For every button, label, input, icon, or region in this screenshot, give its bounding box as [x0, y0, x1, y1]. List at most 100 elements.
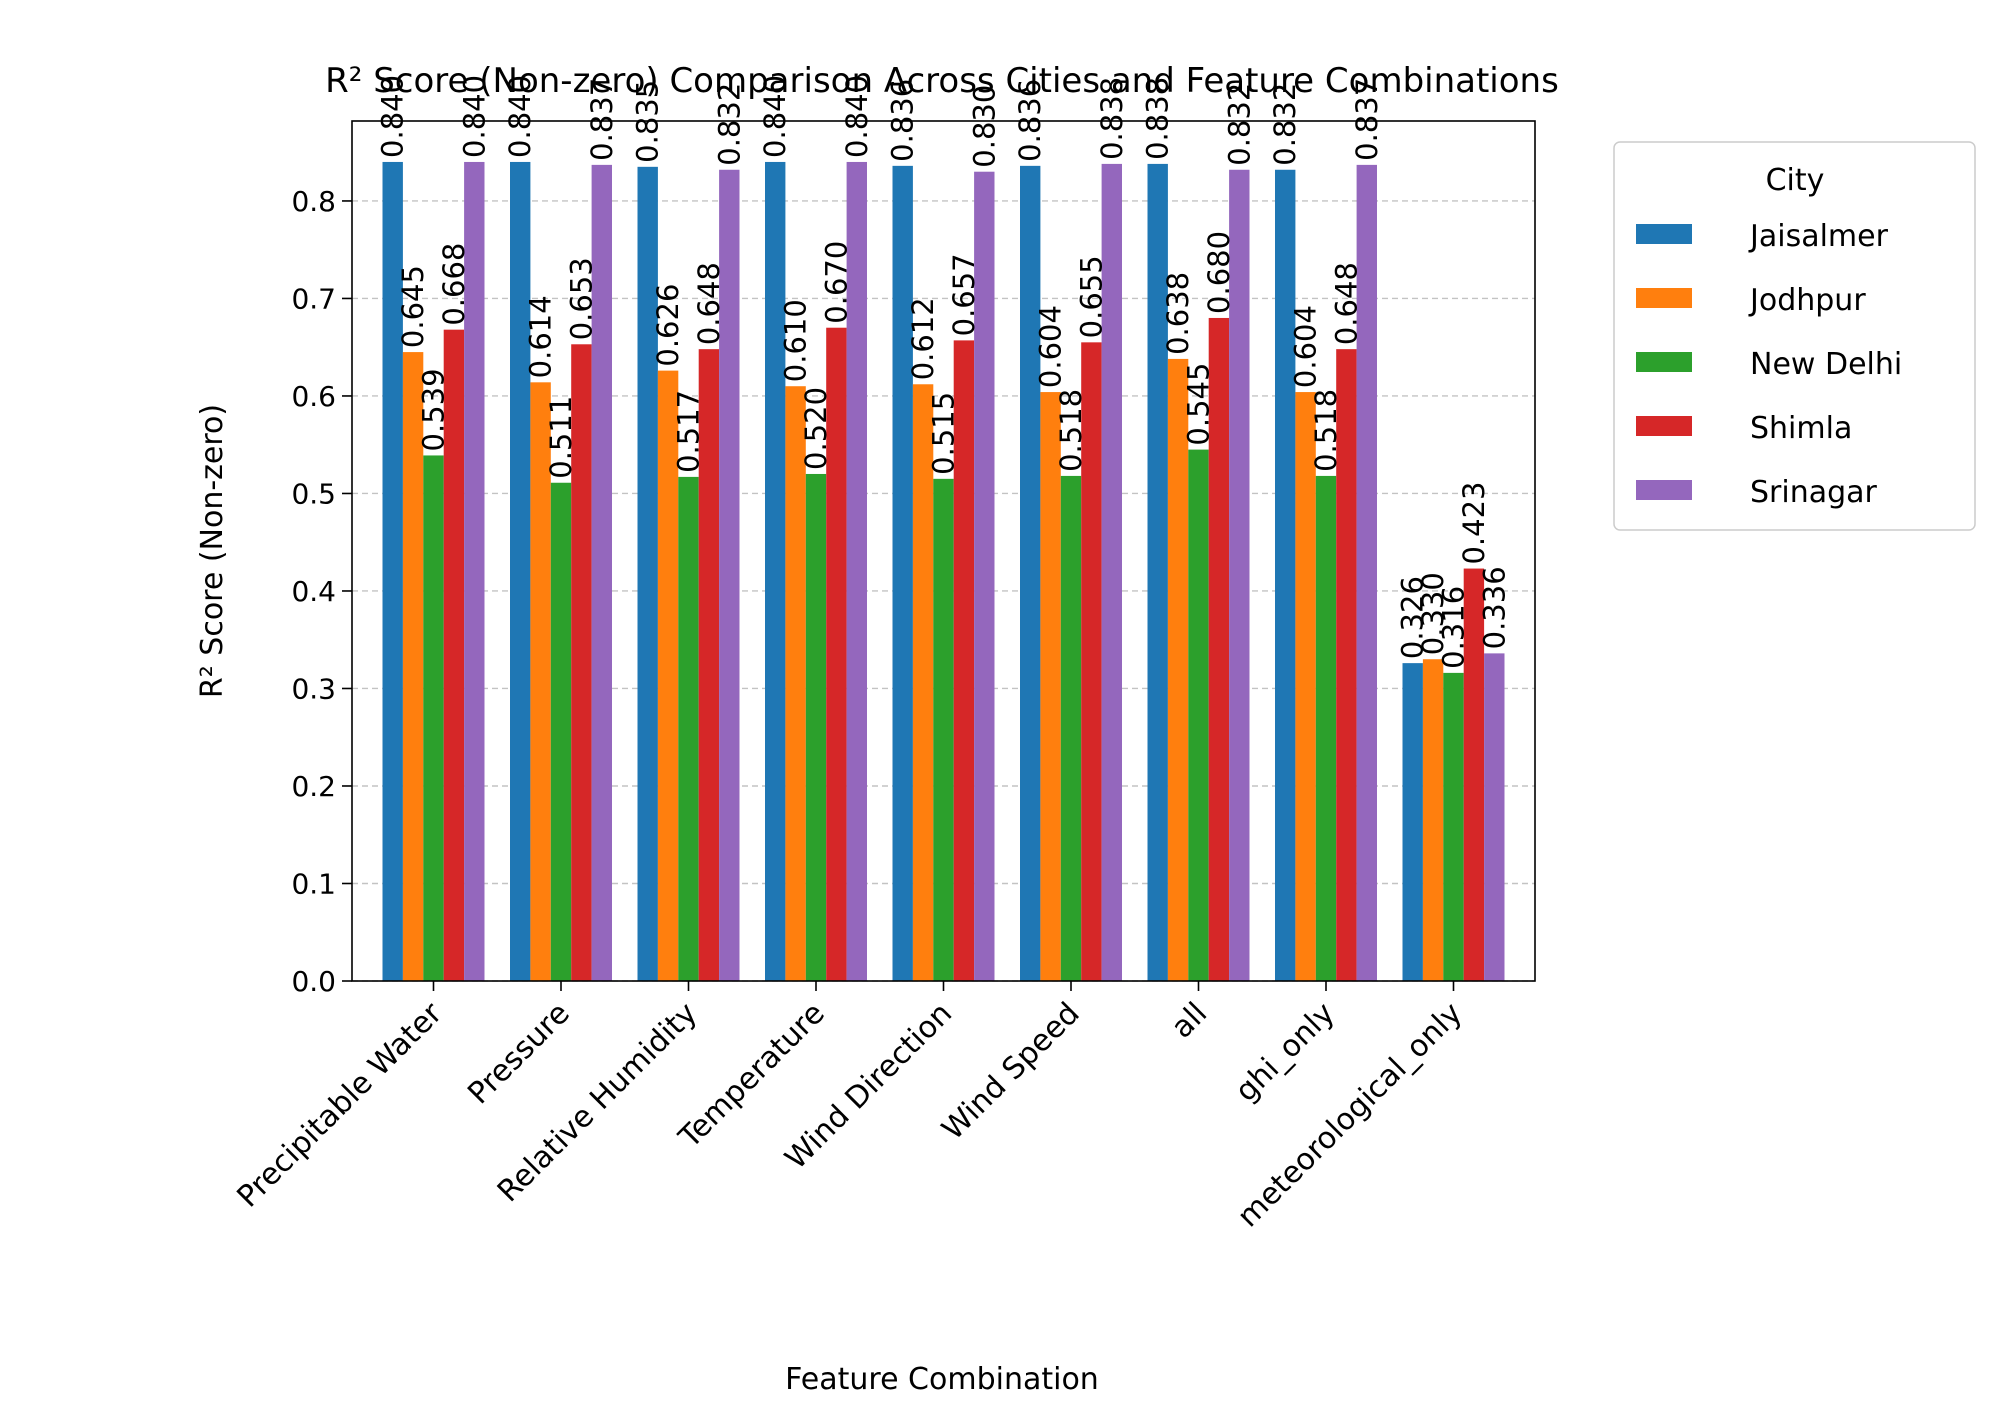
bar-value-label: 0.655 — [1074, 255, 1108, 338]
bar-value-label: 0.316 — [1437, 586, 1471, 669]
y-tick-label: 0.0 — [291, 965, 336, 998]
bars — [382, 161, 1505, 982]
bar — [1060, 475, 1082, 981]
bar-value-label: 0.336 — [1477, 566, 1511, 649]
bar — [785, 386, 806, 981]
bar — [1484, 653, 1505, 981]
bar — [805, 473, 827, 981]
legend-swatch — [1636, 416, 1692, 436]
bar-value-label: 0.835 — [631, 80, 665, 163]
bar-value-label: 0.830 — [967, 85, 1001, 168]
bar-value-label: 0.680 — [1202, 231, 1236, 314]
y-axis-label: R² Score (Non-zero) — [195, 404, 230, 698]
bar — [698, 349, 720, 981]
bar-value-label: 0.670 — [819, 241, 853, 324]
bar — [443, 329, 465, 982]
bar-value-label: 0.545 — [1182, 363, 1216, 446]
bar — [402, 352, 424, 981]
bar-value-label: 0.518 — [1054, 389, 1088, 472]
bar — [678, 476, 699, 981]
bar — [382, 161, 403, 981]
x-tick-label: Pressure — [461, 996, 576, 1111]
bar — [571, 344, 592, 982]
bar-value-label: 0.604 — [1289, 305, 1323, 388]
bar-value-label: 0.626 — [651, 284, 685, 367]
bar-value-label: 0.326 — [1396, 576, 1430, 659]
bar-value-label: 0.645 — [396, 265, 430, 348]
bar — [1275, 169, 1296, 982]
bar — [1229, 169, 1250, 982]
bar — [423, 455, 444, 981]
bar — [912, 384, 934, 981]
bar — [765, 161, 786, 981]
bar — [464, 161, 485, 981]
bar-value-label: 0.648 — [1329, 262, 1363, 345]
bar-value-label: 0.837 — [585, 78, 619, 161]
y-axis: 0.0 0.1 0.2 0.3 0.4 0.5 0.6 0.7 0.8 — [291, 185, 352, 998]
legend-title: City — [1766, 163, 1825, 198]
legend-label: Jaisalmer — [1748, 219, 1889, 254]
bar — [1295, 392, 1316, 981]
bar-value-label: 0.840 — [840, 75, 874, 158]
bar — [1402, 663, 1423, 981]
y-tick-label: 0.6 — [291, 380, 336, 413]
y-tick-label: 0.5 — [291, 477, 336, 510]
legend-swatch — [1636, 224, 1692, 244]
bar-value-label: 0.832 — [1268, 83, 1302, 166]
bar — [1101, 163, 1122, 982]
bar-value-label: 0.539 — [417, 368, 451, 451]
bar — [1336, 349, 1357, 981]
bar-value-label: 0.840 — [457, 75, 491, 158]
bar-value-label: 0.520 — [799, 387, 833, 470]
chart-title: R² Score (Non-zero) Comparison Across Ci… — [325, 61, 1559, 101]
bar-value-label: 0.423 — [1457, 482, 1491, 565]
bar — [933, 478, 954, 981]
bar-value-label: 0.837 — [1350, 78, 1384, 161]
y-tick-label: 0.8 — [291, 185, 336, 218]
bar-value-label: 0.604 — [1034, 305, 1068, 388]
legend: City Jaisalmer Jodhpur New Delhi Shimla Srin… — [1613, 141, 1976, 531]
bar-value-label: 0.838 — [1141, 77, 1175, 160]
bar-value-label: 0.838 — [1095, 77, 1129, 160]
bar — [510, 161, 531, 981]
bar — [892, 165, 913, 981]
legend-swatch — [1636, 480, 1692, 500]
legend-swatch — [1636, 352, 1692, 372]
bar — [1040, 392, 1061, 981]
bar — [1081, 342, 1102, 981]
bar — [550, 482, 572, 981]
bar — [1315, 475, 1337, 981]
bar — [1208, 317, 1230, 982]
x-tick-label: Precipitable Water — [231, 995, 450, 1214]
bar — [826, 327, 847, 981]
legend-label: Srinagar — [1750, 475, 1878, 510]
bar-value-label: 0.840 — [758, 75, 792, 158]
x-tick-label: Wind Speed — [935, 996, 1086, 1147]
bar-value-label: 0.518 — [1309, 389, 1343, 472]
legend-swatch — [1636, 288, 1692, 308]
bar-value-label: 0.517 — [672, 390, 706, 473]
bar-value-label: 0.836 — [886, 79, 920, 162]
bar-value-label: 0.511 — [544, 396, 578, 479]
bar-value-label: 0.840 — [376, 75, 410, 158]
bar-value-label: 0.657 — [947, 253, 981, 336]
y-tick-label: 0.4 — [291, 575, 336, 608]
y-tick-label: 0.3 — [291, 672, 336, 705]
bar — [530, 382, 551, 981]
bar-value-label: 0.330 — [1416, 572, 1450, 655]
bar-value-label: 0.653 — [564, 257, 598, 340]
x-axis-label: Feature Combination — [785, 1362, 1099, 1397]
bar-value-label: 0.832 — [1222, 83, 1256, 166]
legend-label: Jodhpur — [1748, 283, 1866, 318]
bar-value-label: 0.610 — [779, 299, 813, 382]
bar — [1443, 672, 1464, 981]
bar — [1020, 165, 1041, 981]
bar — [719, 169, 740, 982]
y-tick-label: 0.7 — [291, 282, 336, 315]
x-tick-label: meteorological_only — [1231, 996, 1469, 1234]
bar-value-label: 0.612 — [906, 297, 940, 380]
x-tick-label: all — [1165, 996, 1215, 1046]
bar — [1188, 449, 1209, 981]
